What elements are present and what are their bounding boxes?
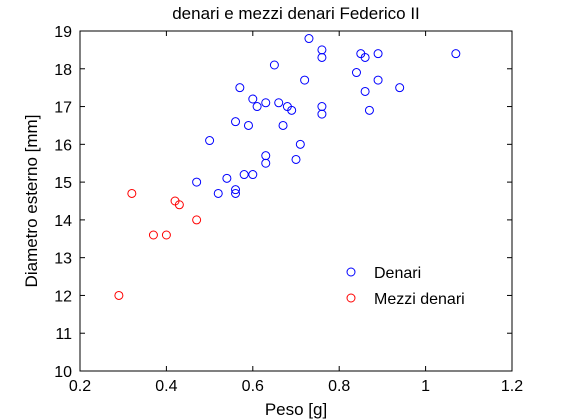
point-denari bbox=[231, 185, 241, 195]
legend-marker-denari bbox=[346, 267, 356, 277]
point-denari bbox=[222, 173, 232, 183]
point-mezzi-denari bbox=[174, 200, 184, 210]
y-tick-label: 12 bbox=[54, 288, 72, 305]
point-denari bbox=[231, 188, 241, 198]
y-tick-label: 19 bbox=[54, 24, 72, 41]
x-tick-label: 1.2 bbox=[501, 378, 523, 395]
point-denari bbox=[261, 98, 271, 108]
point-denari bbox=[213, 188, 223, 198]
point-mezzi-denari bbox=[127, 188, 137, 198]
point-denari bbox=[360, 86, 370, 96]
point-denari bbox=[364, 105, 374, 115]
x-tick-label: 0.6 bbox=[242, 378, 264, 395]
legend-marker-mezzi-denari bbox=[346, 293, 356, 303]
point-denari bbox=[451, 49, 461, 59]
chart-title: denari e mezzi denari Federico II bbox=[172, 4, 420, 23]
plot-area bbox=[79, 30, 513, 372]
legend-label-mezzi-denari: Mezzi denari bbox=[374, 291, 465, 308]
point-denari bbox=[192, 177, 202, 187]
y-tick-label: 15 bbox=[54, 175, 72, 192]
x-tick-label: 0.8 bbox=[328, 378, 350, 395]
x-axis-label: Peso [g] bbox=[265, 400, 327, 419]
y-tick-label: 17 bbox=[54, 100, 72, 117]
point-denari bbox=[274, 98, 284, 108]
point-denari bbox=[269, 60, 279, 70]
point-denari bbox=[231, 117, 241, 127]
point-mezzi-denari bbox=[148, 230, 158, 240]
point-denari bbox=[373, 49, 383, 59]
point-denari bbox=[261, 158, 271, 168]
point-denari bbox=[252, 102, 262, 112]
point-denari bbox=[295, 139, 305, 149]
point-denari bbox=[373, 75, 383, 85]
legend-label-denari: Denari bbox=[374, 265, 421, 282]
axis-ticks: 0.2 0.4 0.6 0.8 1 1.2 10 11 12 13 14 15 16 17 18 19 bbox=[54, 24, 523, 395]
point-mezzi-denari bbox=[161, 230, 171, 240]
point-mezzi-denari bbox=[192, 215, 202, 225]
x-tick-label: 0.4 bbox=[155, 378, 177, 395]
y-tick-label: 10 bbox=[54, 364, 72, 381]
point-denari bbox=[239, 170, 249, 180]
y-tick-label: 13 bbox=[54, 251, 72, 268]
point-denari bbox=[287, 105, 297, 115]
point-denari bbox=[243, 120, 253, 130]
point-denari bbox=[291, 154, 301, 164]
x-tick-label: 0.2 bbox=[69, 378, 91, 395]
point-denari bbox=[351, 68, 361, 78]
point-denari bbox=[317, 52, 327, 62]
point-denari bbox=[248, 94, 258, 104]
point-mezzi-denari bbox=[114, 290, 124, 300]
y-tick-label: 11 bbox=[55, 326, 72, 343]
point-denari bbox=[360, 52, 370, 62]
point-denari bbox=[300, 75, 310, 85]
point-denari bbox=[235, 83, 245, 93]
point-denari bbox=[248, 170, 258, 180]
point-denari bbox=[317, 109, 327, 119]
point-denari bbox=[304, 34, 314, 44]
data-points bbox=[114, 34, 461, 300]
point-denari bbox=[395, 83, 405, 93]
x-tick-label: 1 bbox=[421, 378, 430, 395]
point-denari bbox=[205, 136, 215, 146]
y-tick-label: 16 bbox=[54, 137, 72, 154]
legend: Denari Mezzi denari bbox=[346, 265, 465, 308]
y-axis-label: Diametro esterno [mm] bbox=[22, 115, 41, 288]
point-denari bbox=[278, 120, 288, 130]
y-tick-label: 14 bbox=[54, 213, 72, 230]
y-tick-label: 18 bbox=[54, 62, 72, 79]
